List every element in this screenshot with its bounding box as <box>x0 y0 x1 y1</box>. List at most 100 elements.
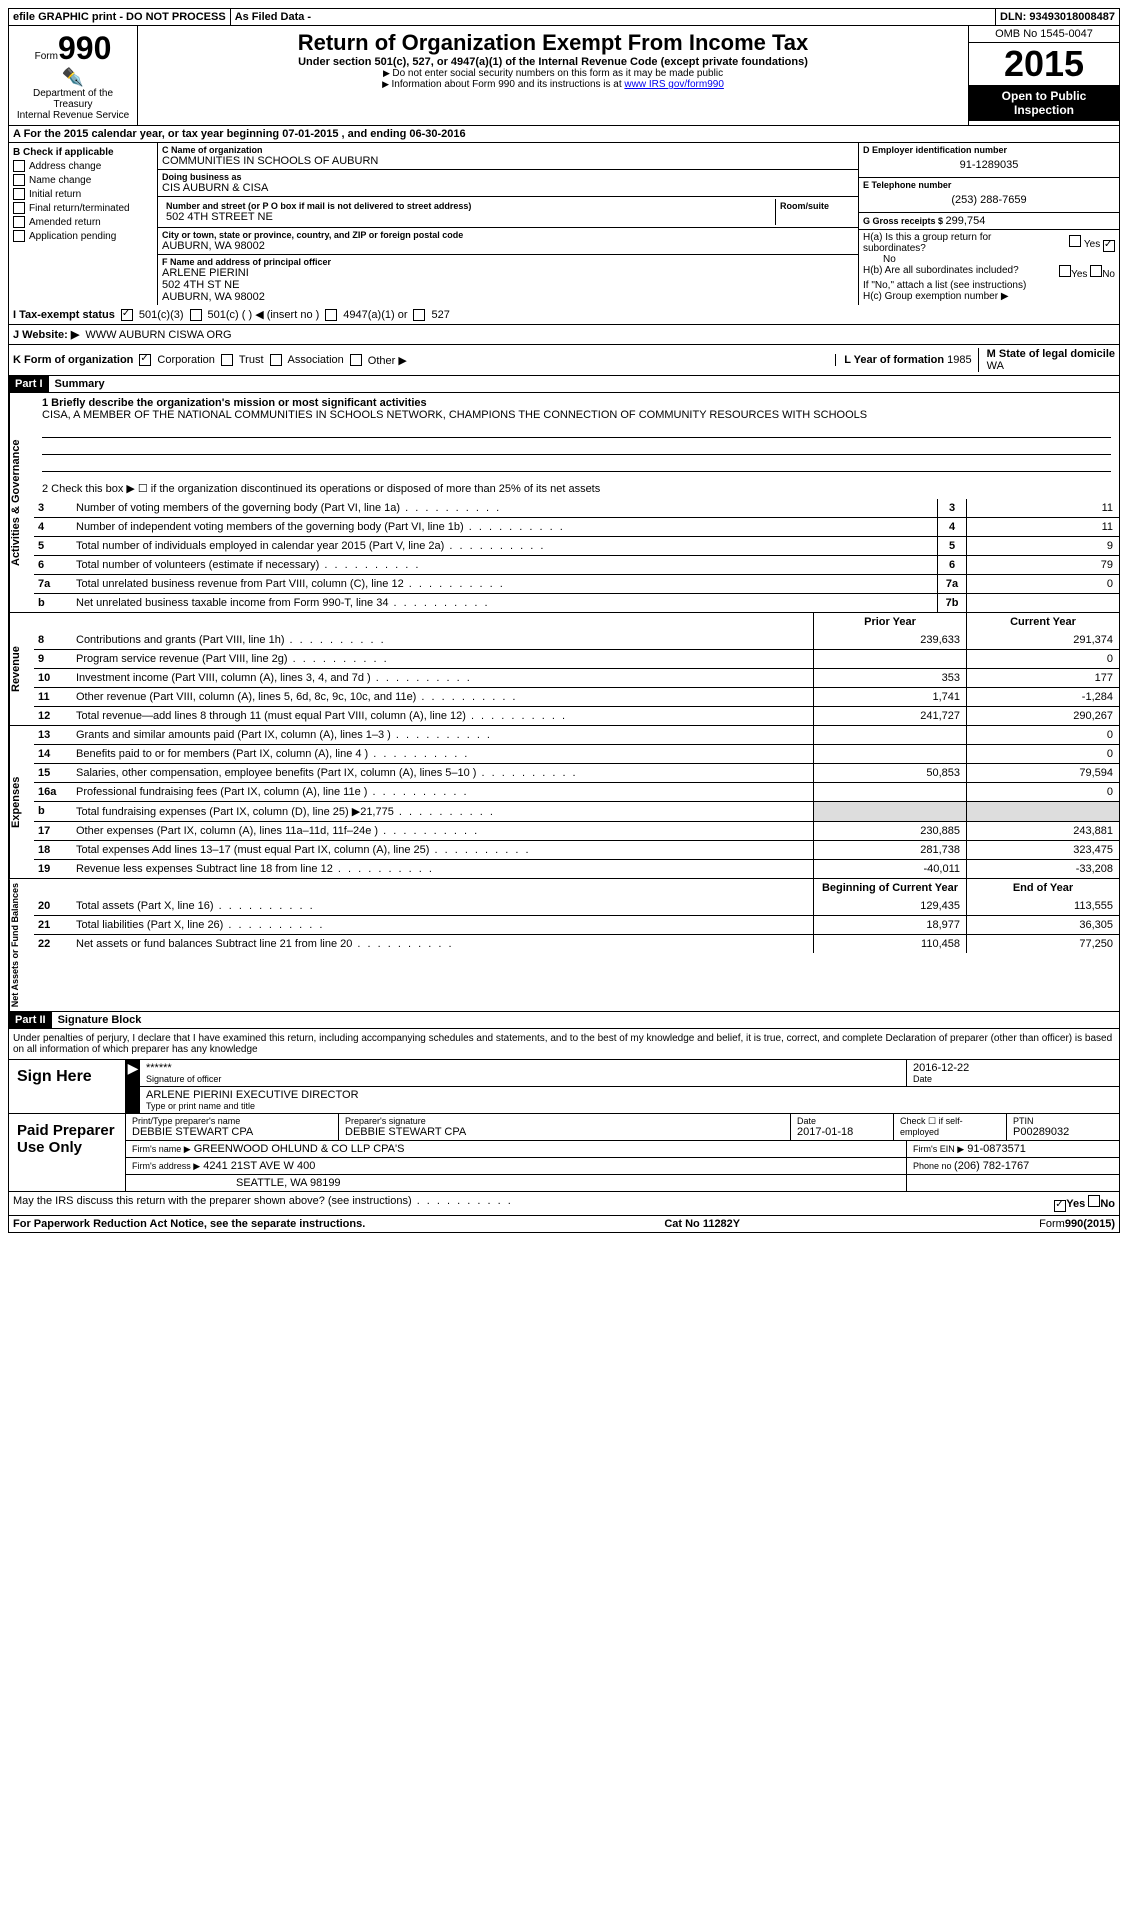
part1-header: Part I <box>9 376 49 392</box>
officer-print-name: ARLENE PIERINI EXECUTIVE DIRECTOR <box>146 1089 1113 1101</box>
cb-trust[interactable] <box>221 354 233 366</box>
street: 502 4TH STREET NE <box>166 211 771 223</box>
preparer-date: 2017-01-18 <box>797 1126 887 1138</box>
summary-line: 17Other expenses (Part IX, column (A), l… <box>34 821 1119 840</box>
summary-line: 5Total number of individuals employed in… <box>34 536 1119 555</box>
cb-discuss-yes[interactable] <box>1054 1200 1066 1212</box>
state-domicile: WA <box>987 360 1004 372</box>
dba: CIS AUBURN & CISA <box>162 182 854 194</box>
dept-treasury: Department of the Treasury <box>13 88 133 110</box>
cb-hb-no[interactable] <box>1090 265 1102 277</box>
cb-assoc[interactable] <box>270 354 282 366</box>
ptin: P00289032 <box>1013 1126 1113 1138</box>
firm-name: GREENWOOD OHLUND & CO LLP CPA'S <box>194 1143 405 1155</box>
cb-527[interactable] <box>413 309 425 321</box>
omb-number: OMB No 1545-0047 <box>969 26 1119 43</box>
summary-line: 9Program service revenue (Part VIII, lin… <box>34 649 1119 668</box>
expenses-section: Expenses 13Grants and similar amounts pa… <box>8 726 1120 879</box>
firm-addr1: 4241 21ST AVE W 400 <box>203 1160 315 1172</box>
footer: For Paperwork Reduction Act Notice, see … <box>8 1216 1120 1233</box>
phone: (253) 288-7659 <box>863 190 1115 210</box>
form-subtitle: Under section 501(c), 527, or 4947(a)(1)… <box>142 56 964 68</box>
summary-line: bNet unrelated business taxable income f… <box>34 593 1119 612</box>
form-number: 990 <box>58 30 111 66</box>
part2-header: Part II <box>9 1012 52 1028</box>
tax-year-row: A For the 2015 calendar year, or tax yea… <box>8 126 1120 143</box>
cb-ha-no[interactable] <box>1103 240 1115 252</box>
col-b-title: B Check if applicable <box>13 147 153 158</box>
cb-ha-yes[interactable] <box>1069 235 1081 247</box>
tax-year: 2015 <box>969 43 1119 85</box>
officer-street: 502 4TH ST NE <box>162 279 854 291</box>
cb-amended[interactable] <box>13 216 25 228</box>
website: WWW AUBURN CISWA ORG <box>85 329 231 341</box>
as-filed: As Filed Data - <box>230 9 996 25</box>
form-title: Return of Organization Exempt From Incom… <box>142 30 964 56</box>
summary-line: 11Other revenue (Part VIII, column (A), … <box>34 687 1119 706</box>
summary-line: 6Total number of volunteers (estimate if… <box>34 555 1119 574</box>
summary-line: 3Number of voting members of the governi… <box>34 499 1119 517</box>
gross-receipts: 299,754 <box>946 215 986 227</box>
website-row: J Website: ▶ WWW AUBURN CISWA ORG <box>8 325 1120 345</box>
firm-ein: 91-0873571 <box>967 1143 1026 1155</box>
form-org-row: K Form of organization Corporation Trust… <box>8 345 1120 376</box>
cb-address-change[interactable] <box>13 160 25 172</box>
ein: 91-1289035 <box>863 155 1115 175</box>
summary-line: 19Revenue less expenses Subtract line 18… <box>34 859 1119 878</box>
preparer-name: DEBBIE STEWART CPA <box>132 1126 332 1138</box>
firm-phone: (206) 782-1767 <box>954 1160 1029 1172</box>
summary-line: 12Total revenue—add lines 8 through 11 (… <box>34 706 1119 725</box>
cb-name-change[interactable] <box>13 174 25 186</box>
governance-section: Activities & Governance 1 Briefly descri… <box>8 393 1120 613</box>
org-info-section: B Check if applicable Address change Nam… <box>8 143 1120 305</box>
officer-name: ARLENE PIERINI <box>162 267 854 279</box>
cb-501c[interactable] <box>190 309 202 321</box>
part2-title: Signature Block <box>52 1012 148 1028</box>
top-bar: efile GRAPHIC print - DO NOT PROCESS As … <box>8 8 1120 26</box>
org-name: COMMUNITIES IN SCHOOLS OF AUBURN <box>162 155 854 167</box>
summary-line: 20Total assets (Part X, line 16)129,4351… <box>34 897 1119 915</box>
summary-line: 15Salaries, other compensation, employee… <box>34 763 1119 782</box>
perjury-declaration: Under penalties of perjury, I declare th… <box>8 1029 1120 1060</box>
cb-initial-return[interactable] <box>13 188 25 200</box>
open-public-2: Inspection <box>1014 103 1074 117</box>
summary-line: 13Grants and similar amounts paid (Part … <box>34 726 1119 744</box>
summary-line: 10Investment income (Part VIII, column (… <box>34 668 1119 687</box>
summary-line: 7aTotal unrelated business revenue from … <box>34 574 1119 593</box>
summary-line: 18Total expenses Add lines 13–17 (must e… <box>34 840 1119 859</box>
summary-line: 4Number of independent voting members of… <box>34 517 1119 536</box>
tax-exempt-row: I Tax-exempt status 501(c)(3) 501(c) ( )… <box>8 305 1120 325</box>
cb-discuss-no[interactable] <box>1088 1195 1100 1207</box>
officer-city: AUBURN, WA 98002 <box>162 291 854 303</box>
summary-line: bTotal fundraising expenses (Part IX, co… <box>34 801 1119 821</box>
cb-hb-yes[interactable] <box>1059 265 1071 277</box>
open-public-1: Open to Public <box>1002 89 1087 103</box>
instr-link: Information about Form 990 and its instr… <box>142 79 964 90</box>
instr-ssn: Do not enter social security numbers on … <box>142 68 964 79</box>
summary-line: 22Net assets or fund balances Subtract l… <box>34 934 1119 953</box>
year-formation: 1985 <box>947 354 971 366</box>
preparer-sig: DEBBIE STEWART CPA <box>345 1126 784 1138</box>
discuss-row: May the IRS discuss this return with the… <box>8 1192 1120 1216</box>
cb-501c3[interactable] <box>121 309 133 321</box>
summary-line: 8Contributions and grants (Part VIII, li… <box>34 631 1119 649</box>
form-label: Form <box>35 51 58 62</box>
sign-here-block: Sign Here ▶ ******Signature of officer 2… <box>8 1060 1120 1114</box>
net-assets-section: Net Assets or Fund Balances Beginning of… <box>8 879 1120 1012</box>
efile-notice: efile GRAPHIC print - DO NOT PROCESS <box>9 9 230 25</box>
cb-final-return[interactable] <box>13 202 25 214</box>
sig-date: 2016-12-22 <box>913 1062 1113 1074</box>
mission-text: CISA, A MEMBER OF THE NATIONAL COMMUNITI… <box>42 409 1111 421</box>
revenue-section: Revenue Prior YearCurrent Year 8Contribu… <box>8 613 1120 726</box>
form-header: Form990 ✒️ Department of the Treasury In… <box>8 26 1120 126</box>
irs-link[interactable]: www IRS gov/form990 <box>624 79 723 90</box>
part1-title: Summary <box>49 376 111 392</box>
cb-other[interactable] <box>350 354 362 366</box>
cb-pending[interactable] <box>13 230 25 242</box>
cb-4947[interactable] <box>325 309 337 321</box>
cb-corp[interactable] <box>139 354 151 366</box>
dln: DLN: 93493018008487 <box>996 9 1119 25</box>
dept-irs: Internal Revenue Service <box>13 110 133 121</box>
city: AUBURN, WA 98002 <box>162 240 854 252</box>
paid-preparer-block: Paid Preparer Use Only Print/Type prepar… <box>8 1114 1120 1192</box>
